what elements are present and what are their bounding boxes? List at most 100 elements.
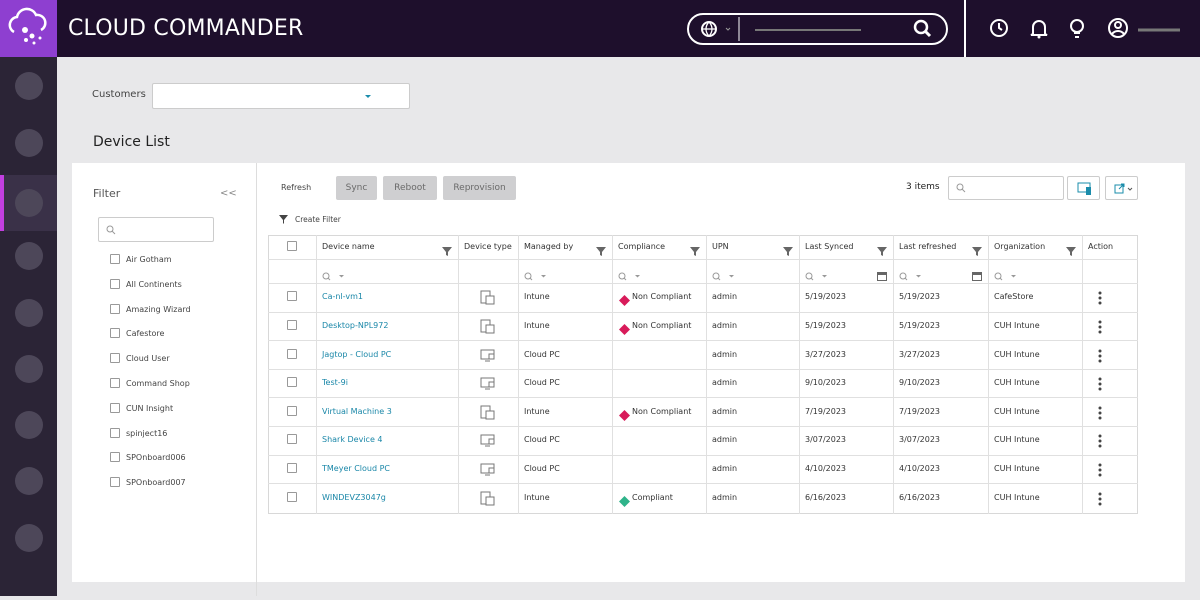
- column-header[interactable]: Action: [1088, 242, 1114, 251]
- content-panel: [72, 163, 1185, 582]
- refresh-button[interactable]: Refresh: [281, 183, 312, 192]
- action-button[interactable]: Reboot: [383, 176, 437, 200]
- table-rule: [268, 311, 1138, 313]
- compliance-status: Non Compliant: [632, 406, 692, 416]
- column-filter-icon[interactable]: [442, 241, 452, 260]
- section-title: Device List: [93, 134, 170, 150]
- column-search[interactable]: [899, 266, 923, 285]
- cell-text: 7/19/2023: [899, 406, 941, 416]
- column-filter-icon[interactable]: [783, 241, 793, 260]
- table-rule: [799, 235, 800, 514]
- column-header[interactable]: Device type: [464, 242, 512, 251]
- checkbox[interactable]: [287, 405, 297, 416]
- device-link[interactable]: WINDEVZ3047g: [322, 492, 386, 502]
- column-filter-icon[interactable]: [690, 241, 700, 260]
- row-actions[interactable]: [1098, 348, 1102, 367]
- row-actions[interactable]: [1098, 376, 1102, 395]
- table-rule: [988, 235, 989, 514]
- table-search[interactable]: [948, 176, 1064, 200]
- checkbox[interactable]: [110, 278, 120, 289]
- checkbox[interactable]: [287, 319, 297, 330]
- cell-text: Intune: [524, 292, 550, 302]
- filter-search[interactable]: [98, 217, 214, 242]
- cell-text: 4/10/2023: [899, 463, 941, 473]
- checkbox[interactable]: [110, 353, 120, 364]
- column-search[interactable]: [805, 266, 829, 285]
- action-button[interactable]: Reprovision: [443, 176, 516, 200]
- row-actions[interactable]: [1098, 290, 1102, 309]
- column-search[interactable]: [618, 266, 642, 285]
- compliance-icon: [619, 406, 630, 421]
- cell-text: Intune: [524, 492, 550, 502]
- row-actions[interactable]: [1098, 462, 1102, 481]
- device-link[interactable]: TMeyer Cloud PC: [322, 463, 391, 473]
- device-link[interactable]: Shark Device 4: [322, 435, 383, 445]
- column-filter-icon[interactable]: [972, 241, 982, 260]
- cell-text: CUH Intune: [994, 492, 1040, 502]
- checkbox[interactable]: [110, 452, 120, 463]
- column-search[interactable]: [524, 266, 548, 285]
- checkbox[interactable]: [287, 377, 297, 388]
- date-picker[interactable]: [877, 266, 887, 285]
- user-icon[interactable]: [1108, 18, 1128, 38]
- column-search[interactable]: [994, 266, 1018, 285]
- checkbox[interactable]: [287, 291, 297, 302]
- column-header[interactable]: Device name: [322, 242, 375, 251]
- device-link[interactable]: Virtual Machine 3: [322, 406, 392, 416]
- column-header[interactable]: Last Synced: [805, 242, 854, 251]
- export-icon: [1114, 183, 1133, 194]
- device-type-icon: [480, 376, 496, 395]
- column-search[interactable]: [322, 266, 346, 285]
- customers-dropdown[interactable]: [152, 83, 410, 109]
- device-link[interactable]: Test-9i: [322, 378, 348, 388]
- row-actions[interactable]: [1098, 405, 1102, 424]
- column-search[interactable]: [712, 266, 736, 285]
- column-header[interactable]: Last refreshed: [899, 242, 957, 251]
- device-type-icon: [480, 462, 496, 481]
- column-filter-icon[interactable]: [596, 241, 606, 260]
- device-type-icon: [480, 433, 496, 452]
- checkbox[interactable]: [287, 491, 297, 502]
- checkbox[interactable]: [287, 434, 297, 445]
- cell-text: Intune: [524, 406, 550, 416]
- date-picker[interactable]: [972, 266, 982, 285]
- checkbox[interactable]: [287, 241, 297, 251]
- device-link[interactable]: Jagtop - Cloud PC: [322, 349, 392, 359]
- bell-icon[interactable]: [1030, 20, 1048, 39]
- device-view-button[interactable]: [1067, 176, 1100, 200]
- bulb-icon[interactable]: [1070, 19, 1084, 38]
- device-link[interactable]: Desktop-NPL972: [322, 320, 389, 330]
- checkbox[interactable]: [287, 462, 297, 473]
- row-actions[interactable]: [1098, 433, 1102, 452]
- device-link[interactable]: Ca-nl-vm1: [322, 292, 363, 302]
- column-header[interactable]: Organization: [994, 242, 1046, 251]
- checkbox[interactable]: [110, 328, 120, 339]
- cell-text: 6/16/2023: [805, 492, 847, 502]
- column-filter-icon[interactable]: [877, 241, 887, 260]
- create-filter[interactable]: Create Filter: [295, 215, 341, 224]
- action-button[interactable]: Sync: [336, 176, 377, 200]
- checkbox[interactable]: [110, 402, 120, 413]
- checkbox[interactable]: [110, 378, 120, 388]
- export-button[interactable]: [1105, 176, 1138, 200]
- column-header[interactable]: UPN: [712, 242, 729, 251]
- checkbox[interactable]: [110, 303, 120, 314]
- row-actions[interactable]: [1098, 319, 1102, 338]
- column-header[interactable]: Compliance: [618, 242, 666, 251]
- checkbox[interactable]: [110, 477, 120, 488]
- row-actions[interactable]: [1098, 491, 1102, 510]
- table-rule: [1082, 235, 1083, 514]
- compliance-status: Non Compliant: [632, 320, 692, 330]
- checkbox[interactable]: [110, 427, 120, 438]
- table-rule: [268, 483, 1138, 485]
- history-icon[interactable]: [990, 19, 1008, 37]
- search-bar[interactable]: [687, 13, 948, 45]
- column-filter-icon[interactable]: [1066, 241, 1076, 260]
- filter-collapse[interactable]: <<: [220, 188, 237, 199]
- table-rule: [612, 235, 613, 514]
- column-header[interactable]: Managed by: [524, 242, 574, 251]
- checkbox[interactable]: [287, 348, 297, 359]
- checkbox[interactable]: [110, 254, 120, 264]
- logo[interactable]: [0, 0, 57, 57]
- item-count: 3 items: [906, 182, 940, 192]
